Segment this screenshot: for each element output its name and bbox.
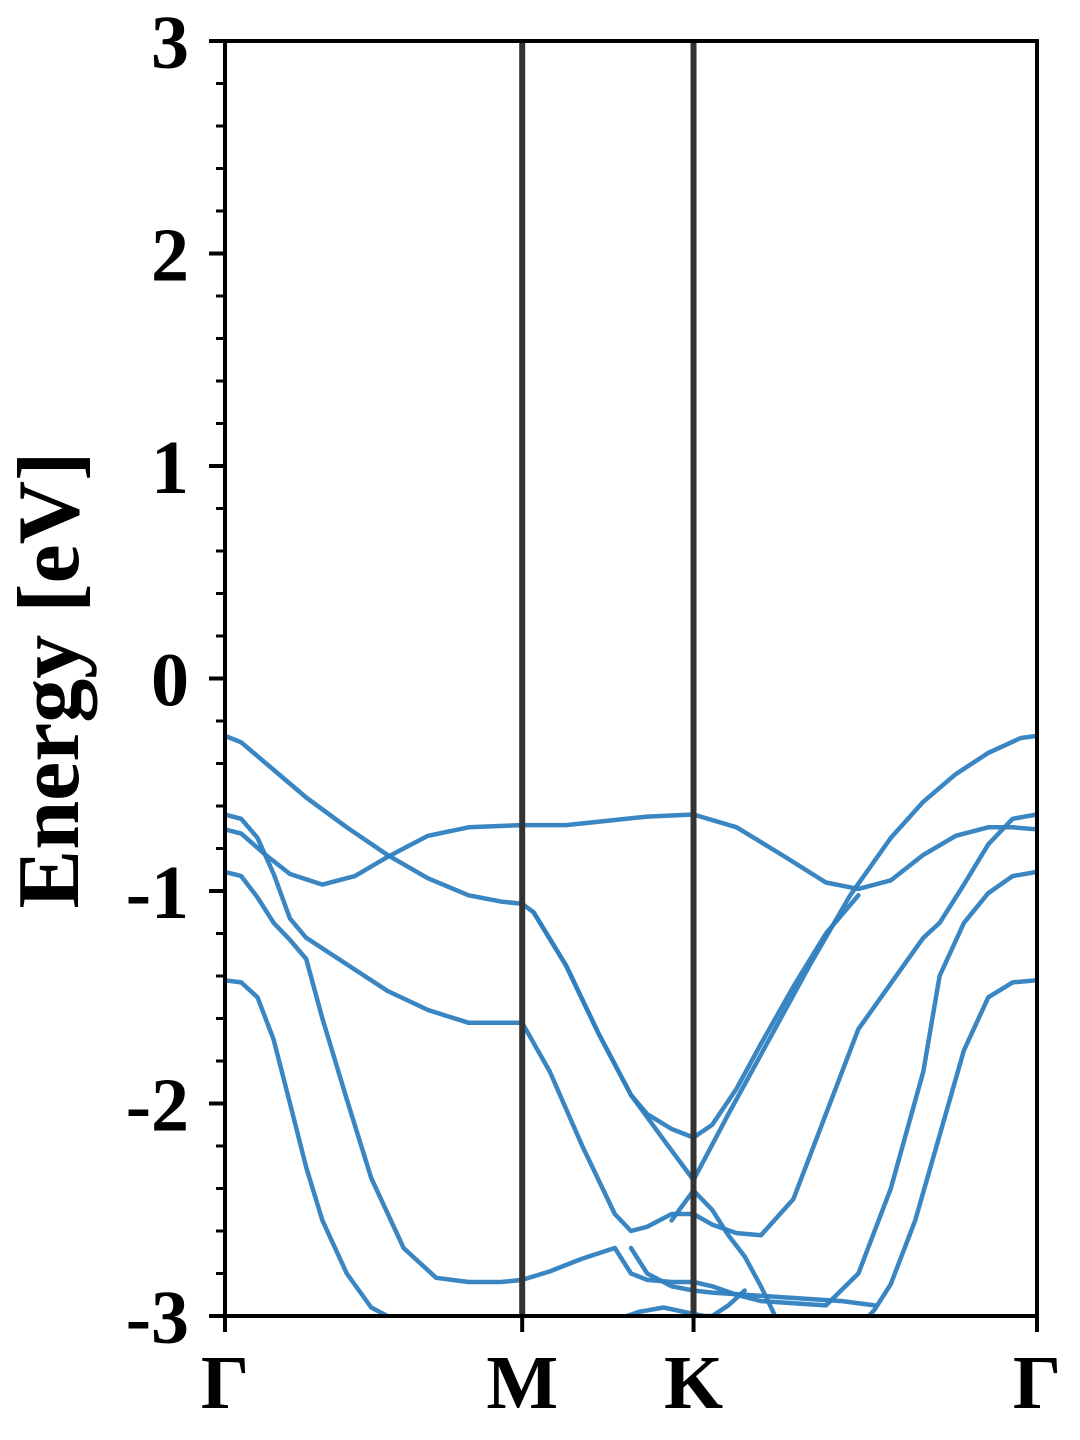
x-tick-label: M	[486, 1341, 558, 1425]
y-tick-label: 1	[151, 426, 189, 510]
y-axis-ticks: 3 2 1 0 -1 -2 -3	[126, 1, 225, 1360]
x-tick-label: Γ	[201, 1341, 249, 1425]
band-line-5	[225, 978, 397, 1316]
band-line-1	[225, 733, 1037, 1183]
y-tick-label: 0	[151, 639, 189, 723]
band-line-2	[225, 812, 1037, 892]
y-tick-label: -3	[126, 1276, 189, 1360]
y-tick-label: -1	[126, 851, 189, 935]
band-line-8	[628, 1245, 877, 1308]
band-line-6	[865, 978, 1037, 1316]
band-line-3	[225, 812, 1037, 1238]
y-tick-label: -2	[126, 1064, 189, 1148]
y-tick-label: 3	[151, 1, 189, 85]
kpoint-separator-lines	[519, 41, 697, 1316]
band-line-4	[225, 869, 1037, 1308]
x-tick-label: Γ	[1013, 1341, 1061, 1425]
y-tick-label: 2	[151, 214, 189, 298]
plot-frame	[223, 39, 1039, 1318]
y-axis-label: Energy [eV]	[1, 452, 98, 909]
band-lines	[225, 733, 1037, 1316]
x-tick-label: K	[664, 1341, 723, 1425]
